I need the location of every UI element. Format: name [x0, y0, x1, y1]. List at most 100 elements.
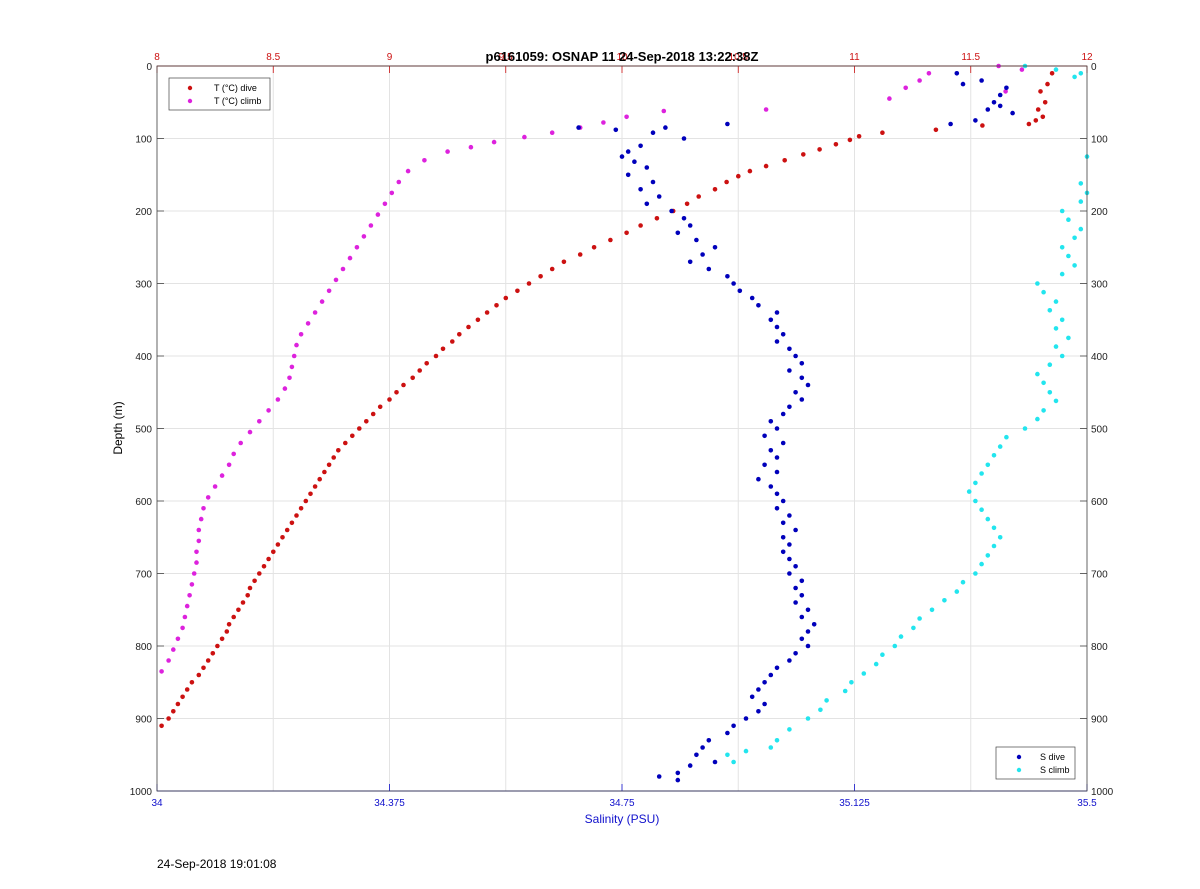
point-s-climb — [979, 507, 984, 512]
point-s-dive — [700, 252, 705, 257]
tick-label-left: 100 — [135, 135, 152, 146]
point-t-climb — [1019, 67, 1025, 72]
point-t-dive — [608, 237, 613, 243]
point-s-dive — [948, 121, 953, 127]
point-s-dive — [787, 513, 792, 518]
point-t-dive — [1040, 114, 1046, 120]
point-s-climb — [985, 553, 991, 558]
right-axis: 0 100 200 300 400 500 600 700 800 900 1000 — [1080, 62, 1114, 798]
point-t-climb — [196, 538, 202, 544]
point-t-climb — [445, 149, 450, 154]
point-s-climb — [1041, 289, 1046, 295]
point-t-climb — [903, 85, 908, 91]
point-s-climb — [731, 759, 736, 765]
point-s-climb — [929, 607, 935, 613]
point-s-climb — [1059, 271, 1065, 277]
point-s-dive — [954, 71, 960, 76]
temperature-legend: T (°C) dive T (°C) climb — [168, 77, 271, 111]
point-t-dive — [457, 332, 462, 337]
point-s-dive — [774, 506, 780, 511]
tick-label-left: 600 — [135, 497, 152, 508]
tick-label-top: 9 — [387, 52, 393, 63]
footer-timestamp: 24-Sep-2018 19:01:08 — [157, 857, 277, 871]
point-t-dive — [466, 324, 471, 330]
point-t-climb — [212, 484, 218, 489]
point-s-climb — [774, 738, 780, 743]
point-t-dive — [184, 687, 190, 692]
point-t-dive — [317, 476, 323, 482]
tick-label-bottom: 34.375 — [374, 798, 405, 809]
point-t-dive — [377, 404, 383, 410]
plot-frame — [156, 65, 1088, 792]
point-s-dive — [756, 476, 761, 482]
point-s-dive — [712, 245, 718, 250]
tick-label-top: 9.5 — [499, 52, 513, 63]
point-s-dive — [774, 455, 780, 460]
salinity-legend-box — [995, 746, 1076, 780]
point-t-dive — [215, 643, 220, 649]
point-t-climb — [219, 473, 225, 478]
tick-label-right: 0 — [1091, 62, 1097, 73]
point-t-dive — [247, 585, 253, 591]
point-s-climb — [1078, 181, 1084, 186]
point-t-climb — [289, 364, 295, 370]
point-s-climb — [880, 652, 885, 657]
point-s-climb — [1047, 362, 1053, 368]
point-t-climb — [187, 593, 192, 598]
point-t-dive — [357, 426, 362, 431]
point-s-climb — [768, 745, 774, 750]
point-s-dive — [687, 763, 693, 768]
point-s-climb — [818, 707, 823, 713]
point-s-dive — [774, 469, 780, 475]
point-s-dive — [799, 614, 805, 620]
point-s-dive — [756, 303, 761, 308]
point-s-climb — [1072, 263, 1077, 268]
point-s-climb — [997, 444, 1003, 449]
point-s-climb — [991, 525, 997, 531]
point-s-dive — [650, 130, 656, 135]
point-s-dive — [768, 484, 774, 489]
point-s-dive — [991, 100, 997, 105]
point-s-climb — [1004, 434, 1009, 440]
point-s-dive — [780, 520, 786, 526]
legend-label-t-climb: T (°C) climb — [214, 96, 261, 106]
tick-label-right: 300 — [1091, 280, 1108, 291]
tick-label-right: 700 — [1091, 570, 1108, 581]
y-axis-label: Depth (m) — [111, 401, 125, 454]
point-s-climb — [824, 698, 829, 703]
point-t-dive — [236, 607, 241, 613]
point-s-dive — [811, 622, 817, 627]
point-t-dive — [736, 173, 741, 179]
point-s-dive — [706, 738, 712, 743]
point-s-climb — [743, 748, 749, 754]
point-t-dive — [294, 513, 299, 518]
point-s-dive — [681, 136, 687, 141]
chart-title: p6161059: OSNAP 11 24-Sep-2018 13:22:38Z — [486, 49, 759, 64]
point-s-dive — [774, 491, 780, 497]
point-t-dive — [226, 622, 232, 627]
point-t-dive — [370, 411, 376, 417]
point-t-dive — [240, 600, 246, 605]
point-s-dive — [656, 774, 662, 779]
point-t-dive — [1045, 81, 1050, 87]
point-s-climb — [991, 543, 997, 549]
point-s-climb — [960, 579, 966, 585]
point-t-dive — [308, 491, 313, 497]
tick-label-bottom: 35.5 — [1077, 798, 1097, 809]
point-s-climb — [1072, 74, 1077, 80]
point-s-dive — [762, 433, 767, 439]
point-s-dive — [663, 125, 668, 130]
point-s-dive — [979, 78, 984, 83]
point-s-dive — [1010, 110, 1015, 116]
point-t-dive — [336, 448, 341, 453]
point-t-climb — [231, 451, 236, 457]
point-t-climb — [275, 397, 281, 402]
point-s-climb — [873, 661, 879, 667]
point-s-dive — [768, 317, 774, 323]
point-t-climb — [624, 114, 629, 120]
point-t-climb — [159, 669, 164, 674]
point-s-dive — [625, 149, 631, 154]
point-t-dive — [266, 556, 271, 562]
point-t-dive — [280, 535, 285, 540]
point-s-climb — [861, 671, 867, 676]
